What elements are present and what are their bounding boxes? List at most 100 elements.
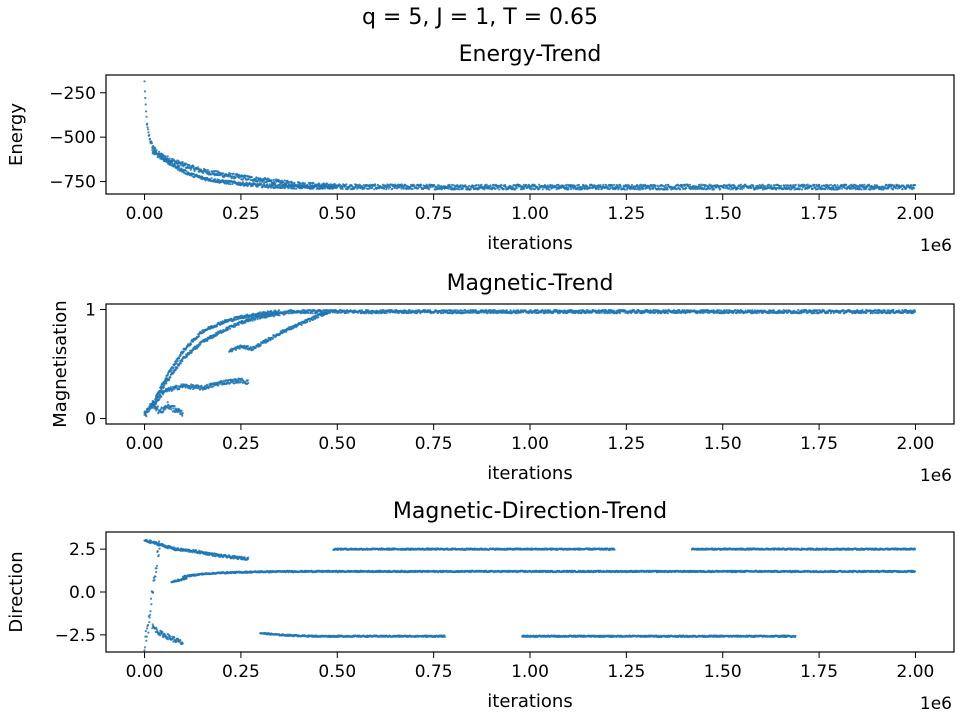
energy-point — [574, 185, 577, 188]
energy-point — [393, 186, 396, 189]
energy-point — [277, 178, 280, 181]
energy-x-tick-label: 0.50 — [318, 204, 356, 224]
energy-point — [664, 183, 668, 186]
energy-point — [400, 187, 403, 190]
energy-point — [630, 183, 634, 187]
magnetic-point — [277, 311, 280, 314]
energy-point — [363, 187, 366, 190]
energy-point — [913, 183, 917, 187]
magnetic-point — [540, 311, 543, 314]
magnetic-point — [277, 309, 281, 312]
energy-point — [397, 183, 400, 186]
magnetic-point — [268, 312, 271, 316]
energy-point — [780, 184, 783, 187]
magnetic-point — [175, 384, 178, 387]
energy-point — [261, 180, 264, 184]
energy-point — [619, 185, 622, 188]
energy-point — [494, 187, 497, 190]
energy-point — [148, 133, 151, 137]
energy-point — [188, 164, 191, 167]
energy-point — [166, 155, 169, 158]
magnetic-point — [179, 354, 182, 357]
energy-point — [477, 184, 480, 187]
energy-points — [143, 80, 917, 191]
energy-point — [318, 182, 321, 185]
magnetic-point — [179, 362, 182, 365]
magnetic-point — [271, 337, 274, 340]
energy-point — [836, 184, 839, 187]
energy-point — [567, 188, 570, 191]
magnetic-point — [317, 316, 320, 319]
energy-point — [344, 185, 347, 188]
energy-point — [737, 187, 740, 190]
energy-x-tick-label: 1.25 — [607, 204, 645, 224]
energy-point — [811, 187, 814, 190]
energy-point — [229, 172, 232, 175]
magnetic-point — [178, 387, 181, 391]
energy-point — [451, 183, 454, 187]
magnetic-point — [328, 309, 331, 312]
energy-point — [450, 185, 453, 189]
energy-point — [548, 188, 551, 191]
energy-point — [190, 167, 193, 170]
energy-point — [157, 153, 160, 156]
energy-point — [688, 183, 692, 186]
energy-point — [456, 184, 459, 187]
energy-point — [841, 187, 844, 190]
magnetic-series-4 — [143, 400, 184, 418]
energy-x-tick-label: 1.50 — [704, 204, 742, 224]
energy-point — [429, 186, 432, 189]
energy-point — [150, 142, 153, 145]
energy-trend-axes: 0.00 0.25 0.50 0.75 1.00 1.25 1.50 1.75 2.00−250… — [6, 42, 955, 256]
energy-point — [739, 183, 743, 186]
energy-point — [152, 145, 155, 148]
magnetic-point — [207, 387, 210, 390]
magnetic-point — [151, 403, 154, 406]
energy-point — [374, 184, 377, 187]
energy-point — [398, 186, 401, 189]
energy-point — [145, 115, 148, 118]
energy-point — [469, 188, 472, 191]
energy-point — [523, 187, 526, 190]
energy-point — [185, 162, 188, 165]
energy-point — [283, 179, 286, 182]
energy-point — [400, 183, 403, 186]
magnetic-point — [160, 395, 163, 398]
magnetic-point — [166, 374, 169, 377]
energy-point — [164, 155, 167, 158]
energy-point — [146, 126, 149, 129]
energy-point — [356, 184, 359, 187]
energy-point — [642, 187, 645, 190]
energy-y-tick-label: −500 — [49, 128, 96, 148]
energy-point — [577, 183, 581, 187]
energy-point — [417, 187, 420, 190]
magnetic-point — [182, 350, 185, 353]
magnetic-point — [254, 318, 257, 321]
energy-point — [818, 183, 821, 187]
energy-point — [303, 182, 307, 185]
energy-point — [373, 188, 376, 191]
energy-point — [562, 184, 566, 187]
energy-point — [411, 187, 414, 190]
energy-point — [666, 188, 669, 191]
energy-point — [448, 183, 451, 186]
energy-point — [640, 183, 643, 186]
energy-point — [860, 188, 863, 191]
energy-point — [419, 183, 423, 187]
magnetic-point — [702, 312, 705, 315]
energy-point — [244, 176, 247, 179]
energy-point — [335, 186, 338, 189]
energy-point — [185, 170, 188, 173]
energy-point — [678, 188, 682, 191]
energy-point — [148, 137, 151, 140]
energy-point — [654, 184, 657, 187]
energy-point — [388, 185, 391, 189]
magnetic-point — [169, 376, 172, 379]
magnetic-point — [155, 396, 158, 399]
magnetic-point — [246, 345, 249, 348]
energy-point — [210, 177, 213, 180]
energy-point — [345, 183, 348, 186]
energy-point — [514, 188, 517, 191]
magnetic-point — [913, 310, 917, 313]
